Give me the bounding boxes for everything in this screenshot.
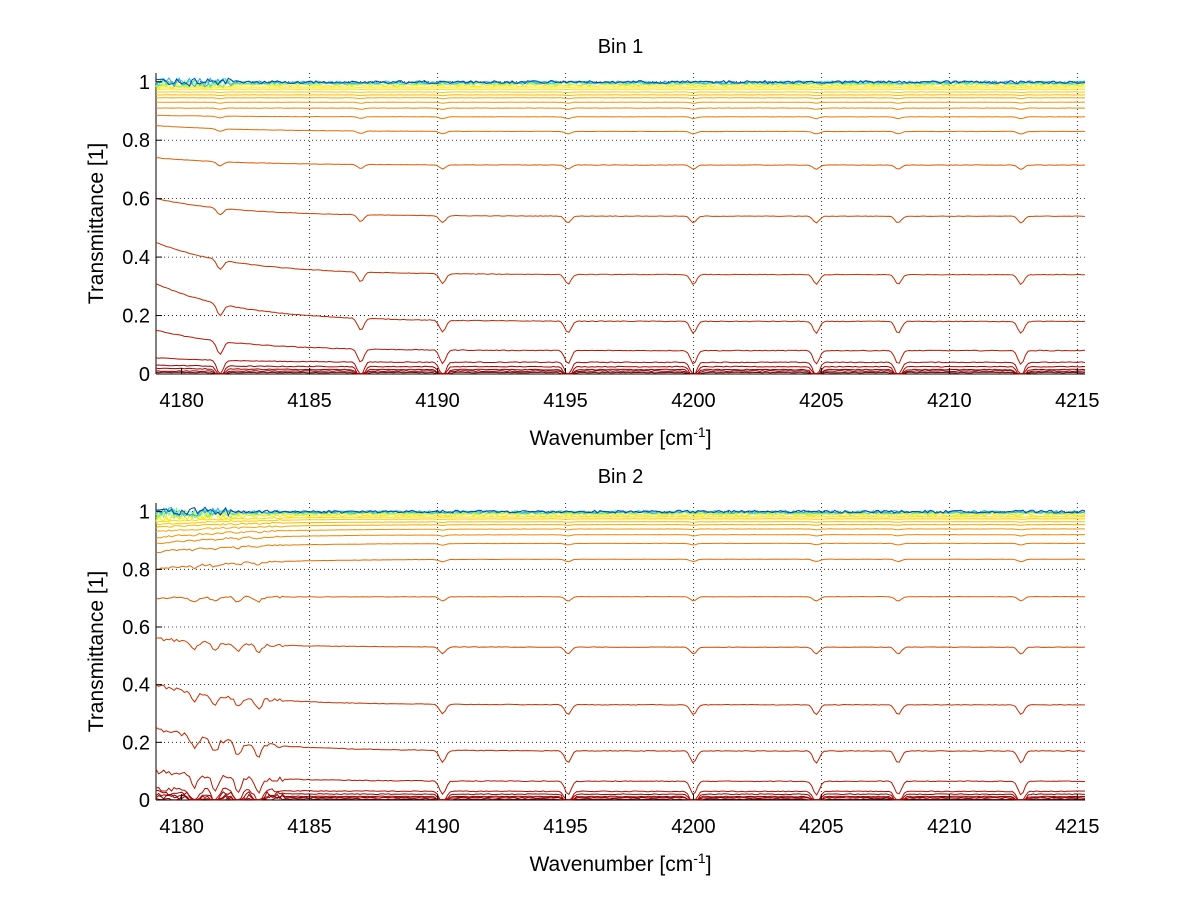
series-line-5 (155, 786, 1086, 801)
series-line-16 (155, 521, 1086, 529)
series-line-2 (155, 794, 1086, 801)
x-axis-label: Wavenumber [cm-1] (529, 850, 711, 876)
series-line-14 (155, 101, 1086, 104)
y-tick-label: 0 (139, 790, 150, 812)
x-tick-label: 4205 (799, 816, 844, 838)
series-line-9 (155, 198, 1086, 224)
series-line-16 (156, 94, 1086, 97)
series-line-17 (155, 91, 1086, 94)
series-line-12 (155, 114, 1086, 120)
x-tick-label: 4210 (927, 816, 972, 838)
y-tick-label: 0.8 (122, 559, 150, 581)
series-line-15 (155, 523, 1085, 533)
series-line-1 (155, 796, 1086, 801)
y-axis-label: Transmittance [1] (85, 571, 108, 732)
x-tick-label: 4215 (1055, 390, 1100, 412)
series-line-4 (155, 364, 1086, 375)
y-tick-label: 0.4 (122, 675, 150, 697)
x-tick-label: 4180 (159, 390, 204, 412)
series-line-25 (155, 506, 1086, 517)
x-tick-label: 4180 (159, 816, 204, 838)
x-axis-label: Wavenumber [cm-1] (529, 424, 711, 450)
y-axis-label: Transmittance [1] (85, 143, 108, 304)
series-line-11 (155, 558, 1086, 571)
series-line-11 (155, 124, 1086, 135)
x-tick-label: 4205 (799, 390, 844, 412)
series-line-15 (156, 97, 1086, 100)
chart-panel-2: 4180 4185 4190 4195 4200 4205 4210 4215 0 0.2 0.4 0… (85, 466, 1100, 876)
series-line-13 (155, 107, 1085, 111)
chart-panel-1: 4180 4185 4190 4195 4200 4205 4210 4215 0 0.2 0.4 0… (85, 36, 1100, 450)
y-tick-label: 0.2 (122, 306, 150, 328)
series-line-17 (155, 518, 1086, 526)
series-line-2 (155, 370, 1086, 375)
y-tick-label: 0.8 (122, 130, 150, 152)
x-tick-label: 4185 (287, 390, 332, 412)
series-line-6 (155, 768, 1086, 796)
series-line-13 (155, 534, 1085, 545)
x-tick-label: 4200 (671, 390, 716, 412)
series-line-3 (155, 792, 1086, 801)
y-tick-label: 0.4 (122, 247, 150, 269)
x-tick-label: 4210 (927, 390, 972, 412)
series-line-6 (155, 330, 1086, 366)
series-line-8 (155, 684, 1085, 716)
series-line-4 (155, 789, 1086, 801)
series-line-19 (155, 86, 1086, 88)
series-line-10 (155, 157, 1085, 170)
y-tick-label: 0.6 (122, 617, 150, 639)
series-line-10 (155, 595, 1086, 603)
y-tick-label: 1 (139, 502, 150, 524)
chart-title: Bin 1 (598, 36, 644, 58)
x-tick-label: 4190 (415, 816, 460, 838)
series-line-14 (155, 528, 1086, 539)
series-line-9 (156, 637, 1086, 655)
x-tick-label: 4215 (1055, 816, 1100, 838)
x-tick-label: 4195 (543, 390, 588, 412)
series-line-8 (155, 242, 1086, 286)
x-tick-label: 4200 (671, 816, 716, 838)
x-tick-label: 4190 (415, 390, 460, 412)
series-line-7 (155, 726, 1086, 764)
series-line-18 (156, 88, 1086, 91)
chart-title: Bin 2 (598, 466, 644, 488)
series-line-1 (155, 371, 1086, 375)
series-line-12 (155, 542, 1086, 554)
x-tick-label: 4195 (543, 816, 588, 838)
y-tick-label: 0 (139, 364, 150, 386)
y-tick-label: 0.2 (122, 732, 150, 754)
y-tick-label: 1 (139, 72, 150, 94)
series-line-5 (155, 357, 1086, 375)
y-tick-label: 0.6 (122, 189, 150, 211)
series-line-7 (155, 283, 1086, 335)
series-line-25 (155, 77, 1086, 87)
x-tick-label: 4185 (287, 816, 332, 838)
series-line-18 (155, 516, 1086, 523)
series-line-3 (155, 367, 1086, 375)
